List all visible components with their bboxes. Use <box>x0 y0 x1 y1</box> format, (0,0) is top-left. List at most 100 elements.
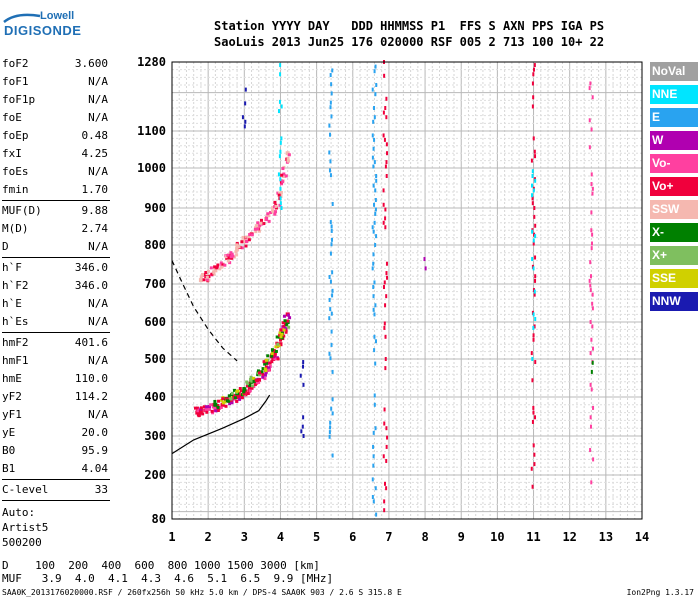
interference-point <box>371 266 374 271</box>
interference-point <box>371 225 374 230</box>
param-row: B0 95.9 <box>2 442 110 460</box>
interference-point <box>279 177 282 182</box>
interference-point <box>374 339 377 344</box>
interference-point <box>590 480 593 485</box>
param-row: yE 20.0 <box>2 424 110 442</box>
interference-point <box>374 188 377 193</box>
legend-item: Vo- <box>650 154 698 173</box>
interference-point <box>384 334 387 339</box>
param-value: N/A <box>88 93 108 106</box>
data-point <box>287 153 291 157</box>
interference-point <box>531 104 534 109</box>
legend-item: X+ <box>650 246 698 265</box>
data-point <box>235 253 239 257</box>
interference-point <box>383 421 386 426</box>
interference-point <box>590 369 593 374</box>
interference-point <box>372 119 375 124</box>
interference-point <box>279 140 282 145</box>
interference-point <box>330 342 333 347</box>
interference-point <box>591 232 594 237</box>
data-point <box>256 227 260 231</box>
data-point <box>272 349 276 353</box>
data-point <box>204 270 208 274</box>
auto-line: 500200 <box>2 536 42 549</box>
interference-point <box>329 425 332 430</box>
data-point <box>270 354 274 358</box>
legend-item: NoVal <box>650 62 698 81</box>
data-point <box>212 271 216 275</box>
param-label: foF2 <box>2 57 29 70</box>
param-label: hmF1 <box>2 354 29 367</box>
data-point <box>237 394 241 398</box>
data-point <box>235 243 239 247</box>
interference-point <box>329 279 332 284</box>
legend-item: Vo+ <box>650 177 698 196</box>
interference-point <box>331 68 334 73</box>
chart-curves <box>171 260 271 455</box>
data-point <box>264 365 268 369</box>
header-line-1: Station YYYY DAY DDD HHMMSS P1 FFS S AXN… <box>214 19 605 33</box>
interference-point <box>375 83 378 87</box>
data-point <box>221 263 225 267</box>
interference-point <box>532 238 535 243</box>
param-row: yF2 114.2 <box>2 388 110 406</box>
interference-point <box>374 303 377 308</box>
param-separator <box>2 479 110 480</box>
data-point <box>264 369 268 373</box>
data-point <box>225 397 229 401</box>
station-header: Station YYYY DAY DDD HHMMSS P1 FFS S AXN… <box>214 18 604 50</box>
param-value: N/A <box>88 111 108 124</box>
y-tick-label: 400 <box>144 390 166 404</box>
data-point <box>242 239 247 244</box>
logo-lowell-text: Lowell <box>40 10 75 22</box>
data-point <box>205 410 209 414</box>
interference-point <box>280 104 283 109</box>
data-point <box>259 221 263 225</box>
interference-point <box>331 270 334 275</box>
param-row: M(D) 2.74 <box>2 220 110 238</box>
interference-point <box>534 415 537 420</box>
data-point <box>221 397 225 401</box>
interference-point <box>244 87 247 92</box>
profile-curve <box>171 394 271 455</box>
param-label: M(D) <box>2 222 29 235</box>
interference-point <box>589 320 592 324</box>
interference-point <box>533 206 536 210</box>
interference-point <box>330 228 333 233</box>
data-point <box>241 235 245 239</box>
data-point <box>260 370 264 374</box>
data-point <box>248 377 252 381</box>
interference-point <box>588 86 591 91</box>
data-point <box>238 397 242 401</box>
param-row: foEs N/A <box>2 163 110 181</box>
interference-point <box>385 174 388 178</box>
param-label: h`F <box>2 261 22 274</box>
version-label: Ion2Png 1.3.17 <box>626 588 694 597</box>
interference-point <box>375 512 378 517</box>
param-value: 110.0 <box>74 372 108 385</box>
data-point <box>267 366 271 370</box>
data-point <box>228 261 232 265</box>
interference-point <box>531 419 534 424</box>
interference-point <box>588 278 591 283</box>
interference-point <box>531 201 534 206</box>
interference-point <box>534 234 537 239</box>
interference-point <box>331 453 334 458</box>
interference-point <box>329 159 332 164</box>
interference-point <box>384 216 387 221</box>
data-point <box>270 352 274 356</box>
param-label: fmin <box>2 183 29 196</box>
param-row: h`Es N/A <box>2 313 110 331</box>
param-row: D N/A <box>2 238 110 256</box>
interference-point <box>372 229 375 234</box>
data-point <box>230 401 234 405</box>
data-point <box>246 391 250 395</box>
data-point <box>230 256 234 260</box>
interference-point <box>330 311 333 316</box>
data-point <box>233 388 237 392</box>
interference-point <box>329 100 332 105</box>
y-tick-label: 1100 <box>137 124 166 138</box>
data-point <box>263 373 267 377</box>
param-value: 346.0 <box>74 279 108 292</box>
data-point <box>227 394 231 398</box>
